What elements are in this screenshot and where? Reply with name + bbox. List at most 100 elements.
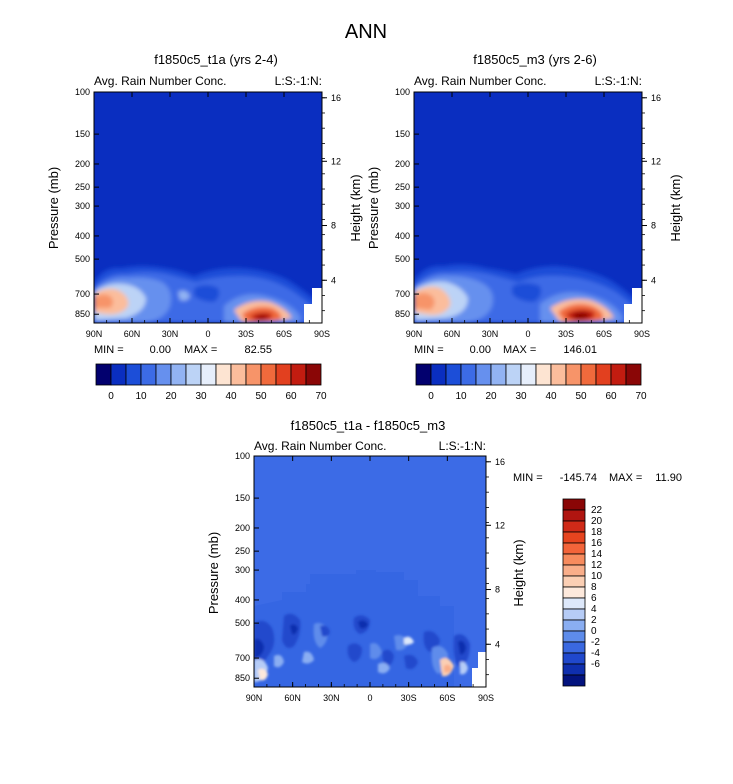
colorbar-swatch — [562, 674, 586, 687]
y-tick-label: 500 — [75, 254, 90, 264]
stats-min-label: MIN = — [414, 344, 444, 356]
colorbar-swatch — [562, 586, 586, 599]
panel-title: f1850c5_m3 (yrs 2-6) — [473, 52, 597, 67]
panel-subtitle-left: Avg. Rain Number Conc. — [414, 74, 547, 88]
colorbar-label: 40 — [545, 391, 557, 402]
panel-difference: f1850c5_t1a - f1850c5_m3 Avg. Rain Numbe… — [206, 418, 682, 703]
stats-max-value: 146.01 — [563, 344, 597, 356]
x-tick-label: 30N — [482, 329, 499, 339]
colorbar-swatch — [430, 363, 447, 386]
colorbar-label: 0 — [591, 626, 597, 637]
x-tick-label: 0 — [367, 693, 372, 703]
y-right-tick-label: 12 — [331, 156, 341, 166]
y-axis-label: Pressure (mb) — [366, 167, 381, 249]
colorbar-label: 18 — [591, 527, 603, 538]
colorbar-swatch — [475, 363, 492, 386]
stats-max-label: MAX = — [184, 344, 217, 356]
colorbar-swatch — [140, 363, 157, 386]
stats-max-label: MAX = — [503, 344, 536, 356]
y-tick-label: 200 — [235, 523, 250, 533]
y-right-tick-label: 8 — [651, 221, 656, 231]
x-tick-label: 60S — [596, 329, 612, 339]
y-right-tick-label: 8 — [331, 221, 336, 231]
y-tick-label: 850 — [235, 673, 250, 683]
y-right-tick-label: 16 — [331, 93, 341, 103]
y-tick-label: 850 — [75, 309, 90, 319]
missing-data-mask — [478, 652, 486, 687]
colorbar-label: 16 — [591, 538, 603, 549]
colorbar-swatch — [562, 498, 586, 511]
y-axis-label-right: Height (km) — [668, 174, 683, 241]
colorbar-swatch — [445, 363, 462, 386]
colorbar-swatch — [562, 663, 586, 676]
colorbar-swatch — [155, 363, 172, 386]
stats-max-value: 11.90 — [655, 472, 682, 484]
colorbar-label: 6 — [591, 593, 597, 604]
plot-area — [254, 456, 486, 687]
y-tick-label: 400 — [395, 231, 410, 241]
colorbar-label: 10 — [455, 391, 467, 402]
y-right-tick-label: 12 — [495, 520, 505, 530]
colorbar-label: 30 — [195, 391, 207, 402]
y-tick-label: 200 — [395, 159, 410, 169]
axis-ticks: 90N 60N 30N 0 30S 60S 90S 100 150 200 250 300 400 500… — [395, 87, 661, 339]
colorbar-swatch — [562, 619, 586, 632]
colorbar-swatch — [505, 363, 522, 386]
x-tick-label: 90S — [314, 329, 330, 339]
colorbar-swatch — [562, 652, 586, 665]
colorbar-label: 0 — [428, 391, 434, 402]
colorbar-swatch — [580, 363, 597, 386]
colorbar-label: 0 — [108, 391, 114, 402]
colorbar-label: 4 — [591, 604, 597, 615]
colorbar-label: 70 — [635, 391, 647, 402]
colorbar-label: 20 — [485, 391, 497, 402]
y-tick-label: 100 — [395, 87, 410, 97]
y-tick-label: 150 — [235, 493, 250, 503]
colorbar-swatch — [95, 363, 112, 386]
y-tick-label: 700 — [395, 289, 410, 299]
y-tick-label: 200 — [75, 159, 90, 169]
x-tick-label: 0 — [525, 329, 530, 339]
colorbar-label: 10 — [591, 571, 603, 582]
y-tick-label: 700 — [75, 289, 90, 299]
colorbar-label: 2 — [591, 615, 597, 626]
panel-subtitle-right: L:S:-1:N: — [275, 74, 322, 88]
missing-data-mask — [632, 288, 642, 323]
colorbar-label: 14 — [591, 549, 603, 560]
colorbar-swatch — [535, 363, 552, 386]
colorbar-swatch — [562, 564, 586, 577]
x-tick-label: 30S — [558, 329, 574, 339]
colorbar-label: 50 — [255, 391, 267, 402]
colorbar-swatch — [200, 363, 217, 386]
colorbar-label: 20 — [591, 516, 603, 527]
axis-ticks: 90N 60N 30N 0 30S 60S 90S 100 150 200 250 300 400 500… — [235, 451, 505, 703]
x-tick-label: 60S — [439, 693, 455, 703]
colorbar-swatch — [562, 553, 586, 566]
colorbar-swatch — [595, 363, 612, 386]
colorbar-label: 70 — [315, 391, 327, 402]
y-right-tick-label: 4 — [331, 275, 336, 285]
colorbar-label: 10 — [135, 391, 147, 402]
colorbar-swatch — [562, 630, 586, 643]
colorbar-swatch — [245, 363, 262, 386]
colorbar-swatch — [562, 597, 586, 610]
x-tick-label: 90N — [246, 693, 263, 703]
colorbar-swatch — [305, 363, 322, 386]
panel-m3: f1850c5_m3 (yrs 2-6) Avg. Rain Number Co… — [366, 52, 683, 402]
panel-subtitle-right: L:S:-1:N: — [439, 439, 486, 453]
y-tick-label: 850 — [395, 309, 410, 319]
colorbar-swatch — [185, 363, 202, 386]
x-tick-label: 0 — [205, 329, 210, 339]
x-tick-label: 30S — [238, 329, 254, 339]
y-right-tick-label: 4 — [495, 639, 500, 649]
y-right-tick-label: 8 — [495, 585, 500, 595]
colorbar-label: 30 — [515, 391, 527, 402]
colorbar-label: 8 — [591, 582, 597, 593]
colorbar: 0 10 20 30 40 50 60 70 — [95, 363, 327, 402]
colorbar-swatch — [125, 363, 142, 386]
panel-subtitle-left: Avg. Rain Number Conc. — [94, 74, 227, 88]
colorbar-swatch — [170, 363, 187, 386]
plot-area — [94, 92, 322, 323]
colorbar-label: -4 — [591, 648, 600, 659]
